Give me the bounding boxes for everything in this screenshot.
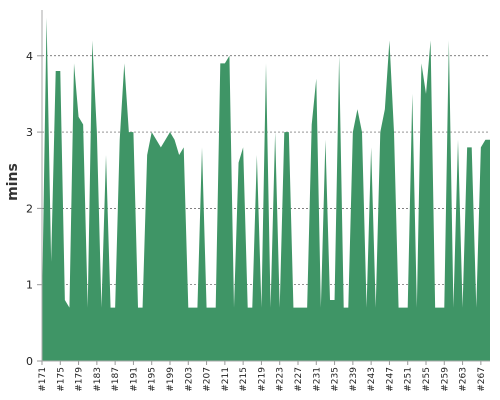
x-axis-ticks: #171 #175 #179 #183 #187 #191 #195 #199 #203 #207… (38, 361, 487, 392)
x-tick-label: #207 (203, 367, 213, 392)
x-tick-label: #243 (367, 367, 377, 392)
x-tick-label: #171 (38, 367, 48, 392)
x-tick-label: #259 (440, 367, 450, 392)
y-tick-label: 0 (26, 355, 33, 368)
x-tick-label: #219 (257, 367, 267, 392)
x-tick-label: #231 (312, 367, 322, 392)
x-tick-label: #175 (56, 367, 66, 392)
x-tick-label: #191 (129, 367, 139, 392)
y-tick-label: 4 (26, 50, 33, 63)
x-tick-label: #227 (294, 367, 304, 392)
x-tick-label: #247 (385, 367, 395, 392)
y-tick-label: 2 (26, 202, 33, 215)
area-series (42, 17, 490, 361)
y-axis-title: mins (5, 163, 21, 201)
x-tick-label: #255 (422, 367, 432, 392)
x-tick-label: #251 (404, 367, 414, 392)
x-tick-label: #239 (349, 367, 359, 392)
x-tick-label: #187 (111, 367, 121, 392)
x-tick-label: #183 (93, 367, 103, 392)
x-tick-label: #267 (477, 367, 487, 392)
x-tick-label: #179 (75, 367, 85, 392)
y-tick-label: 1 (26, 279, 33, 292)
x-tick-label: #211 (221, 367, 231, 392)
y-tick-label: 3 (26, 126, 33, 139)
x-tick-label: #235 (331, 367, 341, 392)
x-tick-label: #199 (166, 367, 176, 392)
x-tick-label: #203 (184, 367, 194, 392)
x-tick-label: #263 (459, 367, 469, 392)
y-axis-ticks: 0 1 2 3 4 (26, 50, 42, 368)
x-tick-label: #223 (276, 367, 286, 392)
x-tick-label: #215 (239, 367, 249, 392)
x-tick-label: #195 (148, 367, 158, 392)
